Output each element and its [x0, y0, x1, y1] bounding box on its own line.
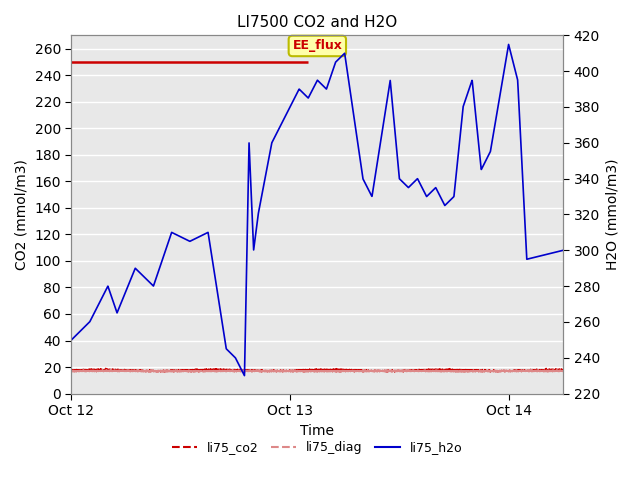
Y-axis label: CO2 (mmol/m3): CO2 (mmol/m3) — [15, 159, 29, 270]
Title: LI7500 CO2 and H2O: LI7500 CO2 and H2O — [237, 15, 397, 30]
Y-axis label: H2O (mmol/m3): H2O (mmol/m3) — [605, 159, 620, 270]
X-axis label: Time: Time — [300, 423, 334, 438]
Legend: li75_co2, li75_diag, li75_h2o: li75_co2, li75_diag, li75_h2o — [167, 436, 468, 459]
Text: EE_flux: EE_flux — [292, 39, 342, 52]
